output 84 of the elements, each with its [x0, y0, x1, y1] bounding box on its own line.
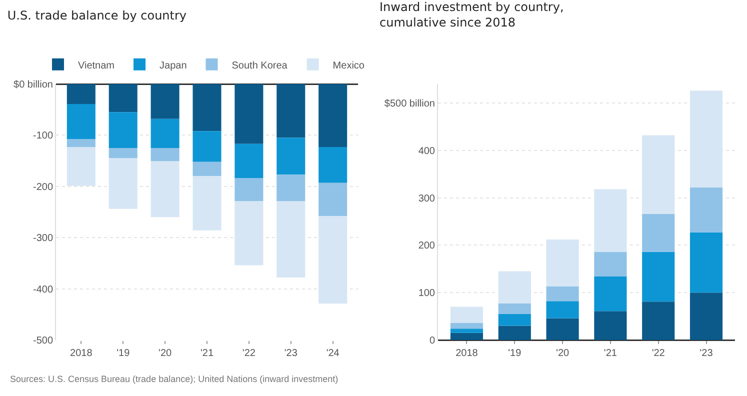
bar: [150, 118, 180, 148]
x-tick-label: '23: [284, 348, 298, 359]
y-tick-label: -200: [32, 182, 54, 193]
bar: [546, 240, 579, 286]
bar: [66, 146, 96, 186]
bar: [318, 182, 348, 216]
y-tick-label: 300: [418, 193, 436, 204]
y-tick-label: -300: [32, 233, 54, 244]
bar: [66, 104, 96, 140]
bar: [690, 232, 723, 293]
y-tick-label: 200: [418, 240, 436, 252]
bar: [66, 139, 96, 147]
bar: [546, 301, 579, 318]
bar: [642, 214, 675, 252]
x-tick-label: 2018: [70, 348, 93, 359]
bar: [450, 322, 484, 329]
bar: [450, 306, 484, 323]
bar: [690, 90, 723, 188]
bar: [108, 158, 138, 209]
x-tick-label: 2018: [456, 348, 478, 359]
bar: [192, 176, 222, 230]
bar: [450, 332, 484, 340]
y-tick-label: 100: [418, 288, 436, 300]
bar: [150, 84, 180, 119]
bar: [108, 148, 138, 158]
bar: [192, 131, 222, 162]
x-tick-label: '22: [652, 348, 666, 359]
legend-label: Vietnam: [78, 60, 115, 72]
bar: [276, 84, 306, 138]
bar: [192, 84, 222, 132]
bar: [498, 326, 531, 340]
bar: [234, 201, 264, 266]
chart-title: Inward investment by country, cumulative since 2018: [380, 0, 564, 30]
bar: [276, 201, 306, 278]
y-tick-label: 400: [418, 146, 436, 157]
bar: [318, 216, 348, 304]
bar: [234, 178, 264, 202]
bar: [642, 135, 675, 214]
bar: [234, 144, 264, 178]
y-tick-label: -400: [32, 284, 54, 296]
bar: [690, 187, 723, 232]
x-tick-label: '24: [326, 348, 340, 359]
bar: [498, 304, 531, 314]
bar: [108, 84, 138, 112]
bar: [150, 161, 180, 218]
x-tick-label: '21: [604, 348, 618, 359]
bar: [594, 311, 627, 340]
bar: [594, 252, 627, 276]
y-tick-label: -500: [32, 336, 54, 346]
y-tick-label: -100: [32, 130, 54, 142]
chart-title: U.S. trade balance by country: [7, 8, 187, 22]
bar: [594, 276, 627, 312]
legend-label: Mexico: [332, 60, 365, 72]
bar: [318, 84, 348, 147]
legend-label: Japan: [160, 60, 187, 72]
bar: [642, 252, 675, 302]
y-tick-label: $500 billion: [384, 98, 435, 110]
bar: [498, 271, 531, 304]
bar: [690, 292, 723, 340]
bar: [66, 84, 96, 104]
y-tick-label: $0 billion: [14, 80, 53, 90]
bar: [276, 138, 306, 175]
source-note: Sources: U.S. Census Bureau (trade balance); United Nations (inward investment): [10, 374, 338, 384]
bar: [642, 302, 675, 340]
bar: [234, 84, 264, 144]
y-tick-label: 0: [429, 336, 436, 346]
x-tick-label: '20: [556, 348, 570, 359]
x-tick-label: '22: [242, 348, 256, 359]
bar: [318, 146, 348, 183]
bar: [276, 174, 306, 202]
bar: [594, 189, 627, 252]
bar: [546, 318, 579, 340]
x-tick-label: '20: [158, 348, 172, 359]
x-tick-label: '21: [200, 348, 214, 359]
bar: [546, 286, 579, 302]
bar: [498, 314, 531, 326]
bar: [108, 112, 138, 148]
bar: [450, 328, 484, 333]
legend-label: South Korea: [232, 60, 288, 72]
bar: [192, 162, 222, 176]
x-tick-label: '19: [116, 348, 130, 359]
x-tick-label: '19: [508, 348, 522, 359]
x-tick-label: '23: [700, 348, 714, 359]
bar: [150, 148, 180, 162]
